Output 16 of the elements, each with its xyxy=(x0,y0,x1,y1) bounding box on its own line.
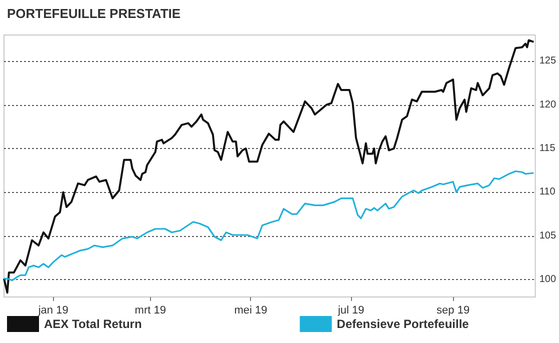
line-series xyxy=(3,39,535,294)
x-tick-label: mei 19 xyxy=(234,304,268,316)
line-series xyxy=(3,170,534,282)
y-tick-label: 115 xyxy=(539,143,556,154)
legend-label: AEX Total Return xyxy=(44,317,142,331)
y-tick-label: 100 xyxy=(539,274,556,286)
x-tick-label: sep 19 xyxy=(436,304,470,316)
y-tick-label: 105 xyxy=(539,230,556,242)
legend-label: Defensieve Portefeuille xyxy=(336,317,470,331)
x-tick-label: mrt 19 xyxy=(134,304,166,316)
x-tick-label: jan 19 xyxy=(37,304,68,316)
y-tick-label: 120 xyxy=(539,99,556,110)
chart-title: PORTEFEUILLE PRESTATIE xyxy=(7,6,181,21)
y-tick-label: 110 xyxy=(539,186,556,198)
x-tick-label: jul 19 xyxy=(336,304,364,316)
y-tick-label: 125 xyxy=(539,56,556,67)
